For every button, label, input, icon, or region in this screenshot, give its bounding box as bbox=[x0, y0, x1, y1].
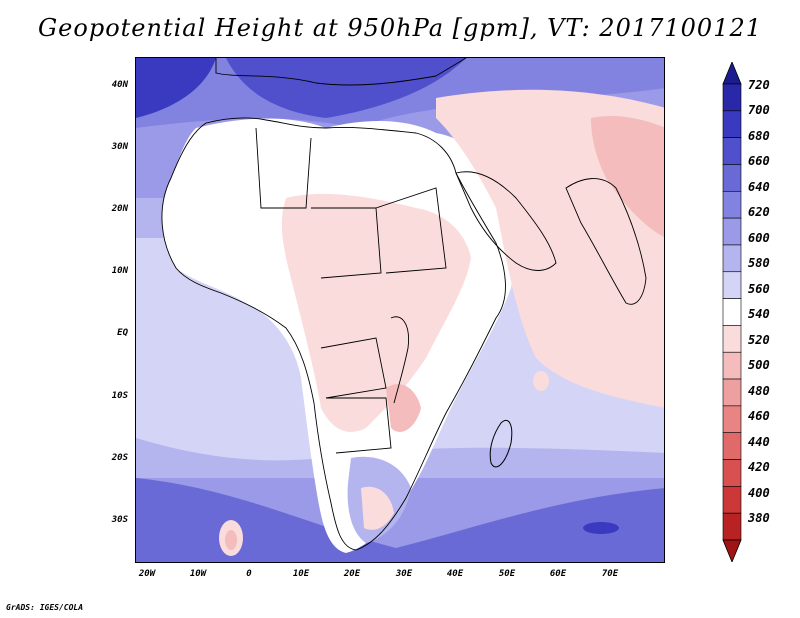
colorbar-label-660: 660 bbox=[748, 154, 770, 168]
colorbar-label-680: 680 bbox=[748, 129, 770, 143]
colorbar-box-10 bbox=[722, 351, 742, 380]
colorbar-label-440: 440 bbox=[748, 435, 770, 449]
mediterranean-high bbox=[226, 58, 466, 118]
border-5 bbox=[326, 397, 392, 454]
colorbar bbox=[722, 62, 742, 562]
lat-label-30s: 30S bbox=[111, 515, 128, 525]
colorbar-box-11 bbox=[722, 378, 742, 407]
africa-coastline bbox=[161, 117, 506, 551]
lat-label-40n: 40N bbox=[111, 80, 128, 90]
central-africa-520 bbox=[281, 193, 471, 432]
south-africa-520 bbox=[361, 486, 394, 530]
east-africa-500 bbox=[386, 384, 421, 432]
lon-label-0: 0 bbox=[246, 569, 252, 579]
colorbar-bottom-arrow bbox=[722, 539, 742, 562]
colorbar-label-500: 500 bbox=[748, 358, 770, 372]
colorbar-box-7 bbox=[722, 271, 742, 299]
coastlines bbox=[161, 58, 647, 551]
colorbar-box-16 bbox=[722, 512, 742, 541]
europe-coastline bbox=[215, 58, 467, 86]
india-coastline bbox=[565, 178, 647, 305]
lon-label-10e: 10E bbox=[292, 569, 310, 579]
map-field bbox=[136, 58, 664, 562]
grads-credit: GrADS: IGES/COLA bbox=[6, 603, 84, 612]
colorbar-boxes bbox=[722, 83, 742, 541]
colorbar-label-700: 700 bbox=[748, 103, 770, 117]
border-1 bbox=[255, 127, 312, 209]
lon-label-10w: 10W bbox=[189, 569, 207, 579]
arabia-coastline bbox=[455, 171, 557, 271]
south-ocean-low bbox=[583, 522, 619, 534]
border-3 bbox=[375, 187, 447, 274]
colorbar-label-540: 540 bbox=[748, 307, 770, 321]
colorbar-label-600: 600 bbox=[748, 231, 770, 245]
madagascar-outline bbox=[489, 419, 513, 468]
lat-label-20s: 20S bbox=[111, 453, 128, 463]
border-4 bbox=[320, 337, 387, 399]
lon-label-70e: 70E bbox=[601, 569, 619, 579]
lon-label-50e: 50E bbox=[498, 569, 516, 579]
colorbar-box-6 bbox=[722, 244, 742, 273]
lat-label-10n: 10N bbox=[111, 266, 128, 276]
colorbar-label-400: 400 bbox=[748, 486, 770, 500]
colorbar-box-3 bbox=[722, 164, 742, 192]
colorbar-box-4 bbox=[722, 190, 742, 219]
colorbar-box-15 bbox=[722, 486, 742, 514]
chart-title: Geopotential Height at 950hPa [gpm], VT:… bbox=[38, 14, 762, 42]
colorbar-box-9 bbox=[722, 325, 742, 353]
colorbar-box-2 bbox=[722, 137, 742, 165]
mascarene-low bbox=[533, 371, 549, 391]
colorbar-label-380: 380 bbox=[748, 511, 770, 525]
lon-label-30e: 30E bbox=[395, 569, 413, 579]
colorbar-top-arrow bbox=[722, 62, 742, 85]
colorbar-label-520: 520 bbox=[748, 333, 770, 347]
lat-label-20n: 20N bbox=[111, 204, 128, 214]
colorbar-box-5 bbox=[722, 217, 742, 246]
colorbar-label-640: 640 bbox=[748, 180, 770, 194]
colorbar-label-720: 720 bbox=[748, 78, 770, 92]
lon-label-40e: 40E bbox=[446, 569, 464, 579]
lat-label-eq: EQ bbox=[117, 328, 128, 338]
colorbar-label-460: 460 bbox=[748, 409, 770, 423]
lat-label-10s: 10S bbox=[111, 391, 128, 401]
india-500 bbox=[591, 116, 664, 237]
colorbar-box-8 bbox=[722, 298, 742, 326]
lon-label-20e: 20E bbox=[343, 569, 361, 579]
colorbar-box-13 bbox=[722, 432, 742, 460]
colorbar-label-580: 580 bbox=[748, 256, 770, 270]
colorbar-box-14 bbox=[722, 459, 742, 487]
lat-label-30n: 30N bbox=[111, 142, 128, 152]
map-plot-area bbox=[135, 57, 665, 563]
south-atlantic-low-core bbox=[225, 530, 237, 550]
colorbar-label-620: 620 bbox=[748, 205, 770, 219]
north-west-high bbox=[136, 58, 216, 118]
border-2 bbox=[311, 207, 382, 279]
colorbar-box-12 bbox=[722, 405, 742, 434]
colorbar-label-560: 560 bbox=[748, 282, 770, 296]
colorbar-box-0 bbox=[722, 83, 742, 112]
lon-label-20w: 20W bbox=[138, 569, 156, 579]
colorbar-label-480: 480 bbox=[748, 384, 770, 398]
great-lakes-border bbox=[390, 316, 409, 404]
south-ocean-640 bbox=[136, 478, 664, 562]
lon-label-60e: 60E bbox=[549, 569, 567, 579]
colorbar-box-1 bbox=[722, 110, 742, 138]
colorbar-label-420: 420 bbox=[748, 460, 770, 474]
